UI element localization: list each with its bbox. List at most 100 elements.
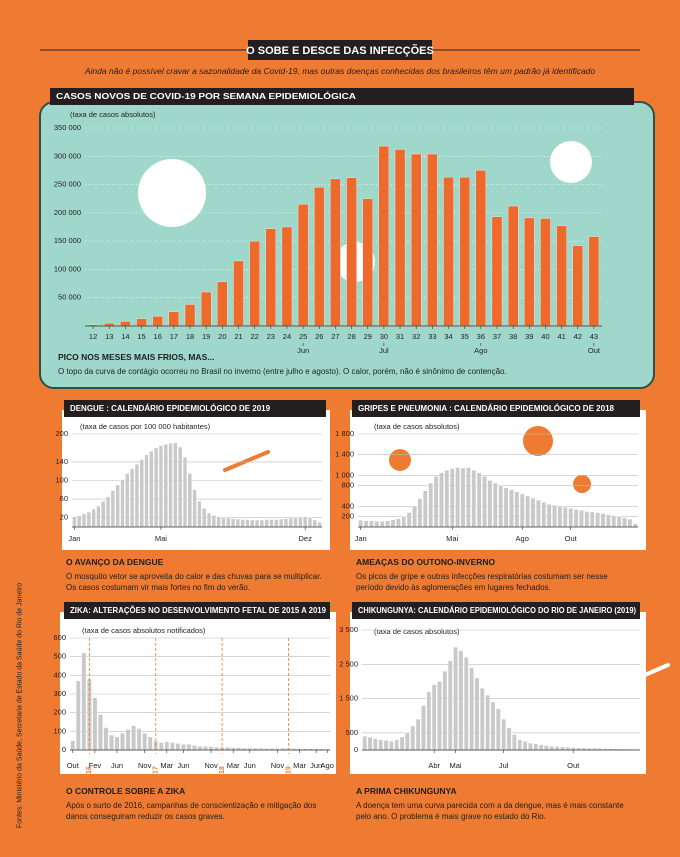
bar [540, 218, 551, 327]
bar [281, 226, 293, 327]
caption-text: Os picos de gripe e outras infecções res… [356, 572, 608, 592]
y-tick-label: 600 [53, 633, 66, 642]
virus-icon [389, 449, 411, 471]
bar [178, 446, 183, 528]
month-label: Out [588, 346, 601, 355]
x-tick-label: Out [567, 761, 580, 770]
bar [464, 657, 469, 751]
bar [480, 688, 485, 751]
bar [175, 743, 181, 751]
x-tick-label: Mai [155, 534, 167, 543]
bar [168, 311, 180, 327]
bar [568, 508, 573, 528]
bar [563, 507, 568, 528]
bar [192, 489, 197, 528]
x-tick-label: Jan [68, 534, 80, 543]
x-tick-label: 35 [461, 332, 469, 341]
bar [233, 260, 244, 327]
x-tick-label: Mar [227, 761, 240, 770]
bar [142, 733, 147, 751]
title-box [352, 400, 640, 417]
chart-title: ZIKA: ALTERAÇÕES NO DESENVOLVIMENTO FETA… [70, 606, 327, 615]
bar [549, 746, 555, 751]
bar [81, 513, 87, 528]
y-tick-label: 200 [341, 512, 354, 521]
bar [399, 736, 405, 751]
x-tick-label: 31 [396, 332, 404, 341]
bar [288, 518, 293, 528]
bar [245, 519, 250, 528]
x-tick-label: 43 [590, 332, 598, 341]
bar [202, 508, 207, 528]
bar [383, 740, 389, 751]
bar [475, 170, 486, 327]
bar [421, 705, 426, 751]
bar [560, 746, 565, 751]
bar [514, 491, 520, 528]
virus-icon [523, 426, 553, 456]
bar [552, 505, 557, 528]
y-axis-label: (taxa de casos absolutos notificados) [82, 626, 206, 635]
bar [134, 464, 139, 528]
y-tick-label: 1 400 [335, 450, 354, 459]
y-tick-label: 100 [55, 475, 68, 484]
bar [259, 519, 264, 528]
bar [573, 509, 579, 528]
y-tick-label: 200 [55, 429, 68, 438]
y-tick-label: 150 000 [54, 236, 81, 245]
bar [405, 732, 410, 751]
caption: A PRIMA CHIKUNGUNYA A doença tem uma curv… [356, 786, 636, 822]
bar [72, 516, 77, 528]
bar [541, 502, 547, 528]
bar [374, 521, 380, 528]
x-tick-label: Out [67, 761, 80, 770]
title-box [64, 602, 330, 619]
bar [187, 473, 192, 528]
bar [606, 514, 611, 528]
x-tick-label: 20 [218, 332, 226, 341]
bar [168, 443, 173, 528]
y-axis-label: (taxa de casos absolutos) [374, 422, 460, 431]
bar [423, 490, 428, 528]
x-tick-label: Nov [138, 761, 152, 770]
bar [158, 742, 164, 751]
x-tick-label: 17 [170, 332, 178, 341]
y-tick-label: 0 [62, 745, 66, 754]
bar [312, 519, 317, 528]
chart-title: CHIKUNGUNYA: CALENDÁRIO EPIDEMIOLÓGICO D… [358, 606, 636, 615]
x-tick-label: 25 [299, 332, 307, 341]
bar [170, 742, 175, 751]
bar [217, 281, 228, 327]
bar [460, 467, 466, 528]
bar [106, 496, 111, 528]
bar [358, 520, 363, 528]
month-label: Ago [474, 346, 487, 355]
y-tick-label: 100 [53, 726, 66, 735]
x-tick-label: 13 [105, 332, 113, 341]
bar [264, 519, 269, 528]
bar [394, 149, 406, 327]
bar [449, 468, 455, 528]
bar [431, 684, 437, 751]
bar [115, 484, 120, 528]
bar [579, 510, 584, 528]
bar [600, 513, 606, 528]
x-tick-label: Jun [111, 761, 123, 770]
bar [203, 746, 208, 751]
bar [86, 511, 91, 528]
bar [77, 515, 82, 528]
bar [197, 501, 202, 528]
header-box [248, 40, 432, 60]
subtitle: Ainda não é possível cravar a sazonalida… [84, 66, 596, 76]
chart-title: GRIPES E PNEUMONIA : CALENDÁRIO EPIDEMIO… [358, 404, 615, 413]
x-tick-label: 37 [493, 332, 501, 341]
bar [546, 504, 552, 528]
bar [103, 727, 109, 751]
bar [96, 505, 101, 528]
bar [214, 747, 219, 751]
bar [528, 742, 533, 751]
bar [589, 511, 595, 528]
y-tick-label: 400 [53, 670, 66, 679]
bar [394, 739, 399, 751]
